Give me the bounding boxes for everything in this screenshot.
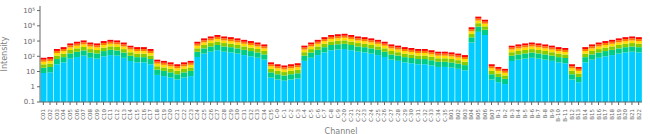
svg-text:C21: C21 — [174, 109, 180, 120]
svg-text:C03: C03 — [54, 109, 60, 120]
svg-text:B04: B04 — [468, 109, 474, 120]
svg-text:C11: C11 — [107, 109, 113, 120]
svg-text:B05: B05 — [475, 109, 481, 120]
svg-text:B06: B06 — [482, 109, 488, 120]
svg-text:C02: C02 — [47, 109, 53, 120]
svg-text:C-21: C-21 — [348, 109, 354, 122]
svg-text:C05: C05 — [67, 109, 73, 120]
svg-text:C-33: C-33 — [428, 109, 434, 122]
svg-text:C15: C15 — [134, 109, 140, 120]
svg-text:C08: C08 — [87, 109, 93, 120]
svg-text:B-7: B-7 — [535, 109, 541, 119]
svg-text:C20: C20 — [167, 109, 173, 120]
svg-text:C-3: C-3 — [295, 109, 301, 119]
svg-text:C-7: C-7 — [321, 109, 327, 119]
svg-text:C-26: C-26 — [381, 109, 387, 122]
svg-text:B-8: B-8 — [542, 109, 548, 119]
svg-text:C26: C26 — [208, 109, 214, 120]
svg-text:10²: 10² — [23, 53, 35, 61]
svg-text:C-29: C-29 — [402, 109, 408, 122]
svg-text:C12: C12 — [114, 109, 120, 120]
svg-text:B-2: B-2 — [502, 109, 508, 118]
svg-text:C-28: C-28 — [395, 109, 401, 122]
svg-text:B17: B17 — [602, 109, 608, 120]
svg-text:C-34: C-34 — [435, 109, 441, 122]
svg-text:B-10: B-10 — [555, 109, 561, 122]
svg-text:10³: 10³ — [23, 38, 35, 46]
svg-text:C29: C29 — [228, 109, 234, 120]
svg-text:C31: C31 — [241, 109, 247, 120]
svg-text:B20: B20 — [622, 109, 628, 120]
svg-text:B-6: B-6 — [529, 109, 535, 119]
svg-text:C14: C14 — [127, 109, 133, 120]
svg-text:B-1: B-1 — [495, 109, 501, 118]
svg-text:C23: C23 — [188, 109, 194, 120]
svg-text:C-9: C-9 — [335, 109, 341, 119]
svg-text:C-2: C-2 — [288, 109, 294, 118]
svg-text:C09: C09 — [94, 109, 100, 120]
svg-text:C-20: C-20 — [341, 109, 347, 122]
svg-text:B16: B16 — [596, 109, 602, 120]
svg-text:C-1: C-1 — [281, 109, 287, 118]
svg-text:C10: C10 — [101, 109, 107, 120]
svg-text:C-35: C-35 — [442, 109, 448, 122]
svg-text:C01: C01 — [40, 109, 46, 120]
svg-text:C33: C33 — [254, 109, 260, 120]
svg-text:C25: C25 — [201, 109, 207, 120]
svg-text:C17: C17 — [147, 109, 153, 120]
svg-text:B12: B12 — [569, 109, 575, 120]
svg-text:B14: B14 — [582, 109, 588, 120]
svg-text:B-9: B-9 — [549, 109, 555, 119]
svg-text:C32: C32 — [248, 109, 254, 120]
svg-text:C-6: C-6 — [315, 109, 321, 119]
svg-text:C22: C22 — [181, 109, 187, 120]
svg-text:B02: B02 — [455, 109, 461, 120]
svg-text:C27: C27 — [214, 109, 220, 120]
svg-text:B-5: B-5 — [522, 109, 528, 119]
svg-text:Intensity: Intensity — [0, 36, 9, 71]
svg-text:10: 10 — [26, 68, 35, 76]
svg-text:C-0: C-0 — [274, 109, 280, 119]
svg-text:B-11: B-11 — [562, 109, 568, 122]
svg-text:B01: B01 — [448, 109, 454, 120]
svg-text:C35: C35 — [268, 109, 274, 120]
svg-text:B19: B19 — [616, 109, 622, 120]
svg-text:C-31: C-31 — [415, 109, 421, 122]
svg-text:B15: B15 — [589, 109, 595, 120]
svg-text:B-4: B-4 — [515, 109, 521, 119]
svg-text:B03: B03 — [462, 109, 468, 120]
svg-text:C-22: C-22 — [355, 109, 361, 122]
svg-text:C-23: C-23 — [361, 109, 367, 122]
svg-text:C16: C16 — [141, 109, 147, 120]
svg-text:C34: C34 — [261, 109, 267, 120]
svg-text:C13: C13 — [121, 109, 127, 120]
svg-text:C28: C28 — [221, 109, 227, 120]
svg-text:C04: C04 — [60, 109, 66, 120]
svg-text:C-25: C-25 — [375, 109, 381, 122]
svg-text:C-8: C-8 — [328, 109, 334, 119]
svg-text:C24: C24 — [194, 109, 200, 120]
svg-text:C-24: C-24 — [368, 109, 374, 122]
svg-text:C18: C18 — [154, 109, 160, 120]
svg-text:B-3: B-3 — [509, 109, 515, 119]
svg-text:C19: C19 — [161, 109, 167, 120]
svg-text:C-32: C-32 — [422, 109, 428, 122]
svg-text:1: 1 — [31, 83, 35, 91]
svg-text:C-30: C-30 — [408, 109, 414, 122]
svg-text:C-4: C-4 — [301, 109, 307, 119]
svg-text:B07: B07 — [489, 109, 495, 120]
svg-text:C06: C06 — [74, 109, 80, 120]
svg-text:C-27: C-27 — [388, 109, 394, 122]
svg-text:B22: B22 — [636, 109, 642, 120]
svg-text:B13: B13 — [575, 109, 581, 120]
svg-text:C07: C07 — [80, 109, 86, 120]
svg-text:Channel: Channel — [325, 127, 358, 134]
svg-text:C-5: C-5 — [308, 109, 314, 119]
svg-text:B18: B18 — [609, 109, 615, 120]
svg-text:10⁴: 10⁴ — [23, 22, 35, 30]
svg-text:B21: B21 — [629, 109, 635, 120]
svg-text:10⁵: 10⁵ — [23, 7, 35, 15]
svg-text:C30: C30 — [234, 109, 240, 120]
svg-text:0.1: 0.1 — [24, 98, 35, 106]
